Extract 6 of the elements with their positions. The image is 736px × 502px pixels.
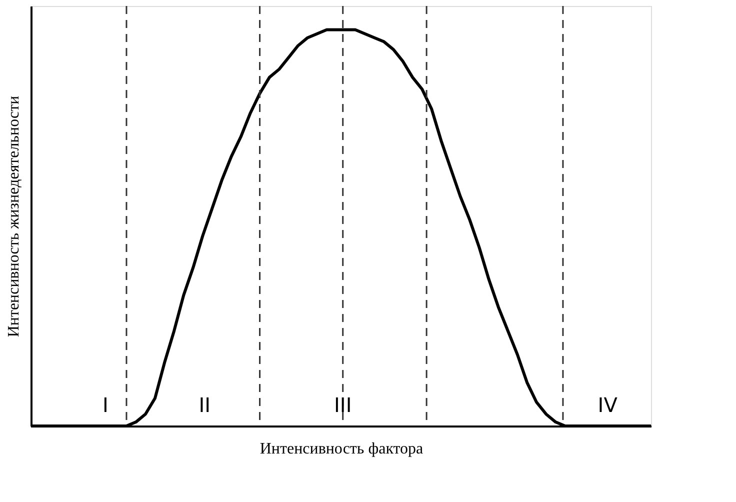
x-axis-title: Интенсивность фактора [260, 440, 424, 458]
annotation: III [334, 393, 352, 417]
annotation: I [102, 393, 108, 417]
annotation: II [198, 393, 210, 417]
annotation: IV [598, 393, 618, 417]
y-axis-title: Интенсивность жизнедеятельности [6, 95, 22, 338]
